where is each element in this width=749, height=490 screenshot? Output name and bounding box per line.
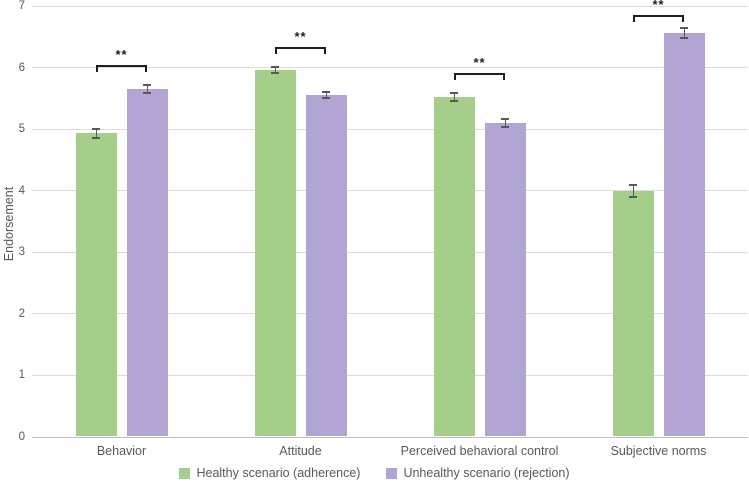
gridline <box>32 374 748 376</box>
y-axis-tick-label: 6 <box>18 61 25 74</box>
error-bar-cap-top <box>271 65 279 68</box>
significance-bracket-attitude <box>275 47 326 55</box>
error-bar <box>632 184 634 197</box>
error-bar-cap-top <box>680 27 688 30</box>
bar-unhealthy-perceived-behavioral-control <box>484 123 526 436</box>
y-axis-tick-label: 7 <box>18 0 25 12</box>
error-bar-cap-bottom <box>450 99 458 102</box>
gridline <box>32 128 748 130</box>
bar-healthy-perceived-behavioral-control <box>433 97 475 436</box>
legend-swatch-icon <box>179 467 191 479</box>
gridline <box>32 251 748 253</box>
error-bar <box>146 84 148 94</box>
error-bar-cap-bottom <box>322 97 330 100</box>
category-label-subjective-norms: Subjective norms <box>610 444 707 458</box>
plot-area: ** ** ** ** <box>32 0 748 438</box>
gridline <box>32 67 748 69</box>
y-axis-tick-label: 3 <box>18 246 25 259</box>
bar-healthy-behavior <box>75 133 117 436</box>
significance-stars-subjective-norms: ** <box>652 0 665 13</box>
significance-bracket-behavior <box>96 65 147 73</box>
gridline <box>32 313 748 315</box>
error-bar <box>95 129 97 138</box>
significance-bracket-subjective-norms <box>633 15 684 23</box>
error-bar <box>274 66 276 74</box>
significance-bracket-perceived-behavioral-control <box>454 73 505 81</box>
x-axis-labels: Behavior Attitude Perceived behavioral con… <box>32 444 748 462</box>
significance-stars-perceived-behavioral-control: ** <box>473 55 486 71</box>
error-bar-cap-bottom <box>680 37 688 40</box>
bar-healthy-subjective-norms <box>612 190 654 436</box>
error-bar-cap-top <box>450 92 458 95</box>
category-label-perceived-behavioral-control: Perceived behavioral control <box>400 444 559 458</box>
bar-unhealthy-subjective-norms <box>663 33 705 436</box>
error-bar-cap-top <box>143 83 151 86</box>
y-axis-tick-label: 0 <box>18 431 25 443</box>
error-bar-cap-top <box>629 183 637 186</box>
y-axis-tick-label: 4 <box>18 184 25 197</box>
y-axis-tick-label: 5 <box>18 123 25 136</box>
significance-stars-behavior: ** <box>115 47 128 63</box>
error-bar-cap-bottom <box>629 195 637 198</box>
chart-legend: Healthy scenario (adherence) Unhealthy sc… <box>0 466 749 480</box>
error-bar <box>453 93 455 101</box>
error-bar-cap-bottom <box>143 92 151 95</box>
error-bar <box>504 118 506 128</box>
error-bar-cap-bottom <box>271 72 279 75</box>
legend-swatch-icon <box>386 467 398 479</box>
error-bar-cap-top <box>501 117 509 120</box>
y-axis: 0 1 2 3 4 5 6 7 <box>0 0 28 443</box>
error-bar-cap-bottom <box>501 126 509 129</box>
x-axis-line <box>32 436 748 438</box>
y-axis-tick-label: 1 <box>18 369 25 382</box>
error-bar-cap-bottom <box>92 136 100 139</box>
error-bar-cap-top <box>92 128 100 131</box>
category-label-attitude: Attitude <box>279 444 322 458</box>
legend-item-healthy: Healthy scenario (adherence) <box>179 466 360 480</box>
legend-label: Healthy scenario (adherence) <box>196 466 361 480</box>
error-bar <box>683 28 685 38</box>
category-label-behavior: Behavior <box>96 444 147 458</box>
bar-unhealthy-behavior <box>126 89 168 436</box>
legend-label: Unhealthy scenario (rejection) <box>403 466 570 480</box>
significance-stars-attitude: ** <box>294 29 307 45</box>
error-bar-cap-top <box>322 91 330 94</box>
bar-unhealthy-attitude <box>305 95 347 436</box>
bar-healthy-attitude <box>254 70 296 436</box>
error-bar <box>325 92 327 99</box>
gridline <box>32 190 748 192</box>
gridline <box>32 5 748 7</box>
legend-item-unhealthy: Unhealthy scenario (rejection) <box>386 466 570 480</box>
y-axis-tick-label: 2 <box>18 307 25 320</box>
